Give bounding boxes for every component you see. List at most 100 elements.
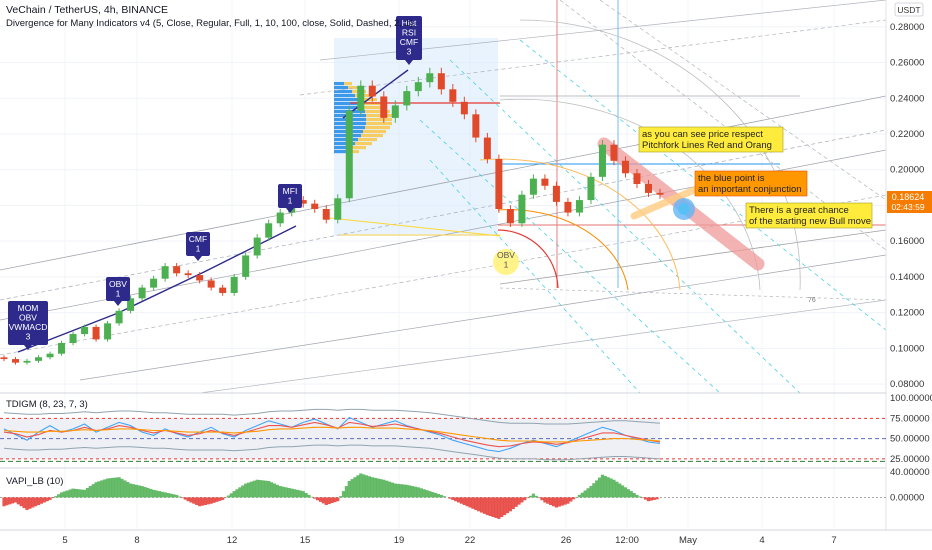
vapi-bar <box>408 485 412 498</box>
trend-line <box>0 129 886 301</box>
vapi-bar <box>22 497 26 509</box>
vapi-bar <box>549 497 553 505</box>
vapi-bar <box>623 487 628 498</box>
volume-bar <box>334 94 355 98</box>
price-tick: 0.20000 <box>890 165 924 176</box>
div-label-cmf[interactable]: CMF 1 <box>186 232 210 261</box>
candle-body <box>656 192 664 195</box>
time-tick: 7 <box>831 535 836 546</box>
vapi-bar <box>321 497 325 504</box>
price-axis[interactable]: USDT 0.28000 0.26000 0.24000 0.22000 0.20000… <box>885 0 932 530</box>
vapi-bar <box>385 480 389 498</box>
vapi-bar <box>307 494 311 498</box>
vapi-bar <box>482 497 487 514</box>
candle-body <box>472 114 480 138</box>
vapi-bar <box>100 480 104 498</box>
vapi-bar <box>284 487 288 498</box>
price-tick: 0.14000 <box>890 272 924 283</box>
annotation-pitchfork[interactable]: as you can see price respect Pitchfork Li… <box>638 126 784 153</box>
volume-bar-sell <box>363 106 386 110</box>
vapi-bar <box>169 493 173 498</box>
time-tick: 19 <box>394 535 405 546</box>
vapi-bar <box>456 497 461 503</box>
annotation-bull-move[interactable]: There is a great chance of the starting n… <box>745 202 873 229</box>
vapi-bar <box>8 497 12 505</box>
div-label-obv-hidden[interactable]: OBV 1 <box>493 249 519 275</box>
candle-body <box>610 144 618 161</box>
main-pane[interactable]: MOM OBV VWMACD 3 OBV 1 CMF 1 MFI 1 Hist RSI CMF 3… <box>0 0 886 529</box>
vapi-bar <box>600 474 605 498</box>
volume-bar-sell <box>365 126 390 130</box>
vapi-bar <box>523 497 527 501</box>
trend-line <box>559 0 886 251</box>
candle-body <box>621 160 629 174</box>
vapi-bar <box>448 497 452 499</box>
vapi-bar <box>198 497 202 507</box>
vapi-bar <box>480 497 484 513</box>
vapi-bar <box>111 477 115 498</box>
candle-body <box>391 105 399 118</box>
vapi-bar <box>451 497 455 500</box>
vapi-bar <box>235 489 239 498</box>
time-axis[interactable]: 5 8 12 15 19 22 26 12:00 May 4 7 <box>0 529 932 546</box>
vapi-bar <box>638 496 642 498</box>
candle-body <box>276 212 284 224</box>
volume-bar-sell <box>344 82 352 86</box>
candle-body <box>495 158 503 210</box>
vapi-bar <box>126 481 130 498</box>
candle-body <box>196 275 204 281</box>
vapi-bar <box>399 484 403 498</box>
vapi-bar <box>419 488 423 498</box>
currency-badge[interactable] <box>894 2 924 17</box>
candle-body <box>0 357 8 360</box>
tdigm-tick: 100.00000 <box>890 393 932 404</box>
vapi-bar <box>508 497 512 512</box>
indicator-legend[interactable]: Divergence for Many Indicators v4 (5, Cl… <box>6 18 413 29</box>
vapi-bar <box>292 489 297 498</box>
conjunction-point-inner <box>678 203 690 215</box>
annotation-blue-point[interactable]: the blue point is an important conjunctio… <box>694 170 808 197</box>
arc-red <box>497 229 559 289</box>
vapi-bar <box>186 497 190 502</box>
vapi-bar <box>603 475 607 498</box>
vapi-bar <box>433 493 438 498</box>
div-label-mom[interactable]: MOM OBV VWMACD 3 <box>8 301 48 350</box>
vapi-bar <box>258 480 262 498</box>
vapi-bar <box>474 497 478 511</box>
vapi-bar <box>494 497 498 518</box>
vapi-bar <box>301 491 305 498</box>
vapi-bar <box>249 481 254 498</box>
volume-bar-sell <box>355 142 372 146</box>
vapi-bar <box>405 484 409 498</box>
vapi-bar <box>459 497 464 504</box>
div-label-hist[interactable]: Hist RSI CMF 3 <box>396 16 422 65</box>
vapi-bar <box>632 493 636 498</box>
vapi-bar <box>114 477 118 498</box>
time-tick: 15 <box>300 535 311 546</box>
vapi-bar <box>652 497 656 500</box>
price-tick: 0.26000 <box>890 58 924 69</box>
price-tick: 0.10000 <box>890 343 924 354</box>
candle-body <box>127 298 135 311</box>
vapi-bar <box>143 487 147 498</box>
tdigm-pane[interactable]: TDIGM (8, 23, 7, 3) 100.00000 75.00000 50.… <box>0 392 932 465</box>
trend-line <box>79 254 886 381</box>
vapi-bar <box>192 497 196 504</box>
div-label-obv-1[interactable]: OBV 1 <box>106 277 130 306</box>
div-label-mfi[interactable]: MFI 1 <box>278 184 302 213</box>
vapi-bar <box>77 489 81 498</box>
vapi-bar <box>514 497 518 507</box>
vapi-bar <box>569 497 573 502</box>
trend-line <box>419 119 721 393</box>
vapi-bar <box>281 486 285 498</box>
vapi-bar <box>215 497 219 502</box>
candle-body <box>207 280 215 288</box>
vapi-bar <box>316 497 320 501</box>
vapi-pane[interactable]: VAPI_LB (10) 40.00000 0.00000 <box>0 467 930 519</box>
candle-body <box>345 110 353 199</box>
vapi-bar <box>36 497 41 505</box>
